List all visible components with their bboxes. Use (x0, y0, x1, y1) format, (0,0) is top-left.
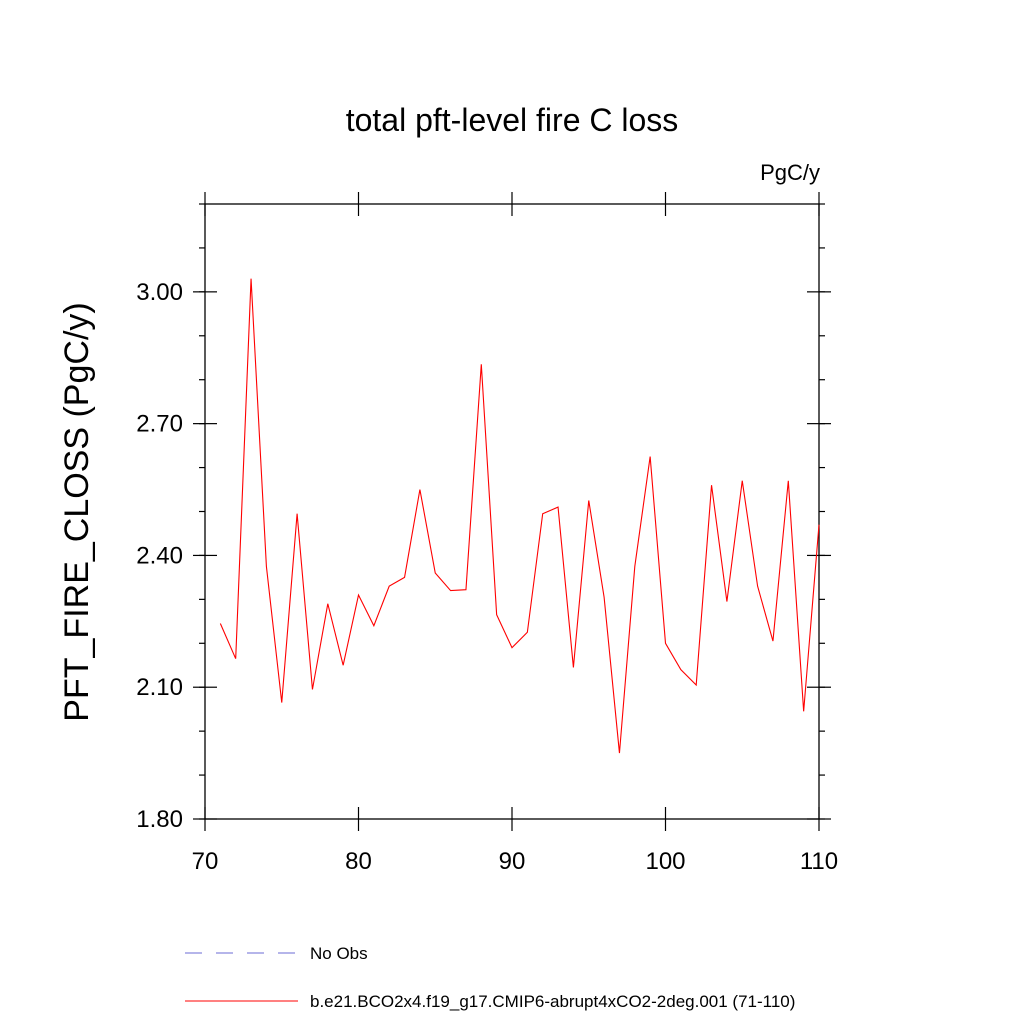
data-point (556, 506, 559, 509)
data-point (710, 484, 713, 487)
data-point (526, 631, 529, 634)
data-point (342, 664, 345, 667)
data-point (234, 657, 237, 660)
y-tick-label: 3.00 (136, 279, 183, 306)
data-point (403, 576, 406, 579)
legend: No Obs b.e21.BCO2x4.f19_g17.CMIP6-abrupt4… (185, 944, 795, 1011)
data-point (265, 565, 268, 568)
data-point (695, 683, 698, 686)
x-tick-label: 110 (800, 848, 838, 875)
data-point (449, 589, 452, 592)
data-point (618, 752, 621, 755)
data-point (480, 363, 483, 366)
data-point (664, 642, 667, 645)
legend-label: No Obs (310, 944, 368, 963)
data-point (495, 613, 498, 616)
data-point (679, 668, 682, 671)
data-point (249, 277, 252, 280)
data-point (372, 624, 375, 627)
x-tick-label: 90 (499, 848, 526, 875)
data-point (787, 479, 790, 482)
data-point (326, 602, 329, 605)
units-label: PgC/y (760, 160, 820, 185)
data-point (418, 488, 421, 491)
data-point (771, 639, 774, 642)
y-axis-label: PFT_FIRE_CLOSS (PgC/y) (58, 302, 96, 721)
data-point (434, 571, 437, 574)
data-point (603, 596, 606, 599)
series-group (219, 277, 820, 755)
data-point (817, 523, 820, 526)
data-point (280, 701, 283, 704)
data-point (357, 593, 360, 596)
x-tick-label: 100 (645, 848, 685, 875)
plot-frame (204, 203, 820, 820)
x-tick-label: 80 (345, 848, 372, 875)
data-point (633, 565, 636, 568)
legend-label: b.e21.BCO2x4.f19_g17.CMIP6-abrupt4xCO2-2… (310, 992, 795, 1011)
data-point (219, 622, 222, 625)
data-point (756, 585, 759, 588)
data-point (388, 585, 391, 588)
data-point (649, 455, 652, 458)
chart-title: total pft-level fire C loss (346, 102, 679, 138)
data-point (464, 588, 467, 591)
data-point (802, 710, 805, 713)
data-point (541, 512, 544, 515)
data-point (296, 512, 299, 515)
data-point (510, 646, 513, 649)
y-tick-label: 1.80 (136, 806, 183, 833)
axis-ticks (193, 192, 831, 831)
y-tick-label: 2.70 (136, 411, 183, 438)
axis-tick-labels: 70 80 90 100 110 1.80 2.10 2.40 2.70 3.00 (136, 279, 838, 875)
y-tick-label: 2.10 (136, 674, 183, 701)
y-tick-label: 2.40 (136, 542, 183, 569)
data-point (725, 600, 728, 603)
data-point (572, 666, 575, 669)
series-line (219, 278, 820, 754)
data-point (741, 479, 744, 482)
data-point (311, 688, 314, 691)
x-tick-label: 70 (192, 848, 219, 875)
data-point (587, 499, 590, 502)
